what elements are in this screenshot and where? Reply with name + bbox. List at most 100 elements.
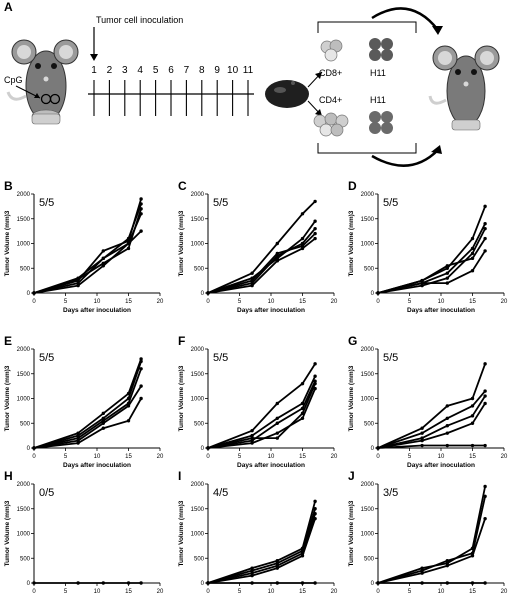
data-point [313,381,317,386]
data-point [275,436,279,440]
data-point [470,269,475,273]
data-point [483,226,487,231]
data-point [420,283,424,288]
y-tick-label: 2000 [361,347,375,353]
data-point [313,507,317,511]
data-point [206,291,210,295]
responder-ratio: 0/5 [39,487,54,499]
data-point [139,212,143,216]
data-point [376,581,380,585]
data-point [101,264,106,268]
y-tick-label: 1500 [17,217,31,223]
mouse-right-icon [428,45,500,131]
data-point [76,281,80,285]
data-point [420,426,424,430]
data-point [206,581,210,585]
x-tick-label: 15 [125,454,132,460]
y-tick-label: 0 [27,446,31,452]
cpg-injection-icon [40,93,61,105]
data-point [420,566,424,570]
x-tick-label: 5 [64,454,68,460]
data-point [76,581,80,585]
data-point [250,571,254,575]
data-point [483,222,487,226]
x-tick-label: 20 [501,589,508,595]
data-point [313,581,317,585]
y-axis-label: Tumor Volume (mm)3 [178,365,185,431]
x-axis-label: Days after inoculation [407,307,475,314]
x-tick-label: 20 [331,299,338,305]
data-point [483,484,487,489]
data-point [250,581,254,585]
series-line [33,203,142,294]
data-point [32,446,36,450]
data-point [101,581,106,585]
y-tick-label: 500 [194,556,205,562]
data-point [376,581,380,585]
y-axis-label: Tumor Volume (mm)3 [4,365,11,431]
data-point [483,362,487,366]
chart-panel-d: D 5/5 0 5 10 15 20 0 500 1000 1500 2000 Days after i… [348,179,508,314]
data-point [206,291,210,295]
y-tick-label: 1000 [191,532,205,538]
x-tick-label: 10 [94,454,101,460]
x-tick-label: 10 [268,454,275,460]
data-point [313,499,317,504]
data-point [300,212,305,216]
cd4-cell-icon [313,112,349,137]
series-line [207,363,316,449]
data-point [376,581,380,585]
series-line [207,375,316,449]
chart-panel-g: G 5/5 0 5 10 15 20 0 500 1000 1500 2000 Days after i… [348,334,508,469]
y-tick-label: 2000 [361,192,375,198]
data-point [139,229,143,233]
data-point [376,446,380,450]
responder-ratio: 5/5 [213,352,228,364]
cd4-label: CD4+ [319,95,342,105]
data-point [445,431,449,435]
x-tick-label: 10 [268,589,275,595]
data-point [300,551,305,555]
data-point [483,443,487,448]
panel-letter: B [4,179,13,193]
data-point [32,291,36,295]
y-tick-label: 0 [371,446,375,452]
data-point [139,357,143,361]
y-axis-label: Tumor Volume (mm)3 [4,500,11,566]
schematic-panel-a: A CpG Tumor cell inoculation 1 2 3 4 5 6 7 8 9 10… [4,0,500,167]
data-point [139,384,143,388]
data-point [300,244,305,248]
timeline-day-label: 6 [168,65,174,76]
data-point [300,381,305,386]
tumor-icon [265,80,309,108]
series-line [207,228,316,294]
data-point [126,581,131,585]
timeline-day-label: 11 [243,65,254,76]
series-line [377,486,486,584]
data-point [275,416,279,420]
series-line [377,238,486,294]
data-point [126,241,131,246]
timeline-day-label: 4 [137,65,143,76]
data-point [420,436,424,440]
x-tick-label: 0 [376,454,380,460]
x-tick-label: 5 [64,589,68,595]
data-point [470,404,475,408]
x-tick-label: 10 [94,589,101,595]
data-point [139,202,143,206]
x-tick-label: 0 [206,454,210,460]
data-point [32,291,36,295]
data-point [420,443,424,448]
data-point [275,241,279,246]
data-point [32,581,36,585]
y-tick-label: 500 [364,421,375,427]
data-point [206,581,210,585]
data-point [250,438,254,443]
y-tick-label: 0 [201,581,205,587]
x-tick-label: 15 [469,589,476,595]
data-point [313,379,317,383]
data-point [420,581,424,585]
y-axis-label: Tumor Volume (mm)3 [348,500,355,566]
